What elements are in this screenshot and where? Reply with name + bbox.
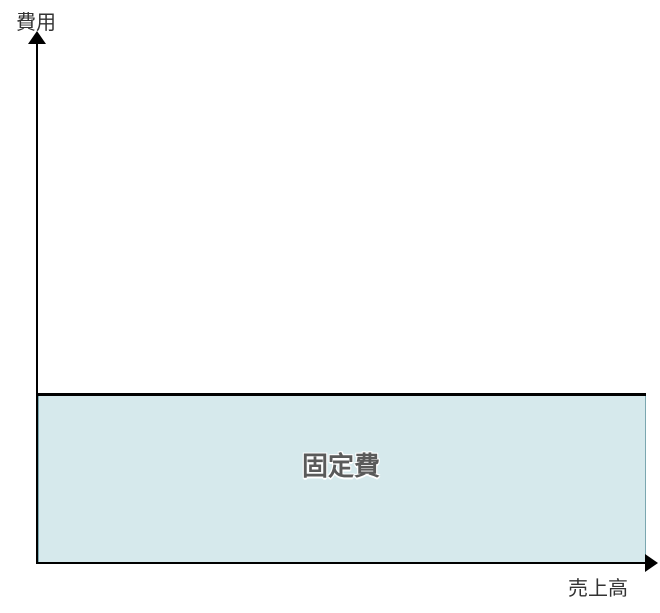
fixed-cost-label: 固定費: [36, 446, 646, 483]
fixed-cost-line: [38, 393, 646, 396]
chart-stage: 費用 固定費 売上高: [0, 0, 660, 613]
plot-area: 固定費: [36, 42, 646, 564]
x-axis-label: 売上高: [568, 572, 628, 601]
x-axis-arrow: [645, 554, 658, 572]
y-axis: [36, 42, 38, 564]
x-axis: [36, 562, 646, 564]
y-axis-arrow: [28, 31, 46, 44]
